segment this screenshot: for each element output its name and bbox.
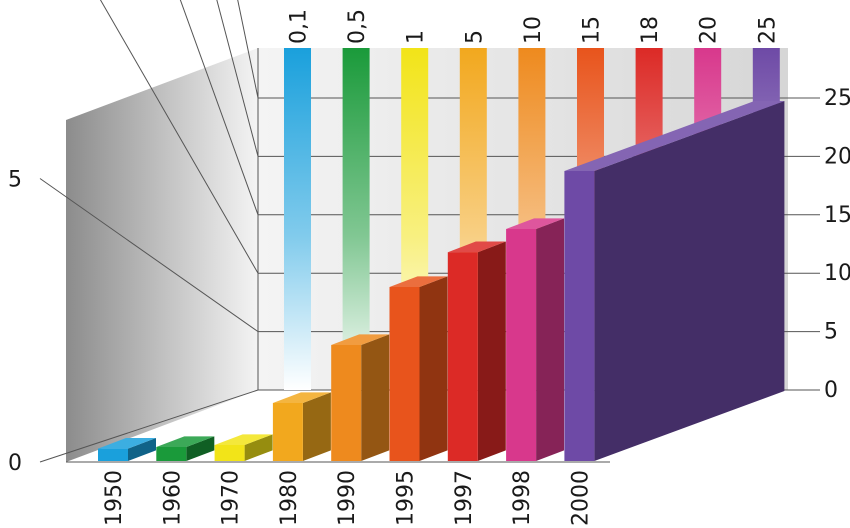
category-labels: 1950 1960 1970 1980 1990 1995 1997 1998 2000	[102, 470, 593, 526]
top-label-0,5: 0,5	[345, 9, 370, 44]
category-label-1960: 1960	[160, 470, 185, 526]
left-tick-0: 0	[8, 451, 22, 476]
bar-front-2000	[564, 171, 595, 461]
gridline-left-4	[216, 0, 259, 157]
top-label-0,1: 0,1	[287, 9, 312, 44]
bar-front-1998	[506, 229, 537, 461]
bar-top-1960	[156, 436, 215, 447]
category-label-1995: 1995	[394, 470, 419, 526]
bar-front-1960	[156, 447, 187, 461]
bar-side-1980	[302, 392, 331, 461]
right-tick-15: 15	[824, 203, 850, 228]
bar-front-1950	[98, 448, 128, 461]
bar-top-1997	[447, 241, 506, 253]
category-label-1980: 1980	[277, 470, 302, 526]
top-label-5: 5	[462, 30, 487, 44]
right-tick-25: 25	[824, 86, 850, 111]
bar-side-1950	[128, 437, 156, 461]
gridline-left-1	[39, 178, 259, 333]
top-label-20: 20	[697, 16, 722, 44]
top-label-25: 25	[755, 16, 780, 44]
bar-top-2000	[564, 101, 785, 171]
bars	[98, 101, 785, 461]
bar-1995	[389, 276, 448, 461]
left-wall	[66, 48, 258, 462]
bar-2000	[564, 101, 785, 461]
bar-top-1990	[331, 334, 390, 345]
right-axis-ticks: 0 5 10 15 20 25	[824, 86, 850, 403]
bar-1960	[156, 436, 215, 461]
top-label-1: 1	[404, 30, 429, 44]
bar-front-1990	[331, 345, 362, 461]
gridline-left-3	[179, 0, 259, 215]
category-label-1997: 1997	[452, 470, 477, 526]
bar-1990	[331, 334, 390, 461]
bar-top-1970	[214, 434, 273, 445]
category-label-1970: 1970	[219, 470, 244, 526]
bar-top-1950	[98, 437, 156, 449]
right-tick-20: 20	[824, 144, 850, 169]
bar-front-1997	[447, 252, 478, 461]
bar-side-1990	[361, 334, 390, 461]
bar-side-2000	[594, 101, 785, 461]
bar-side-1995	[419, 276, 448, 461]
right-tick-5: 5	[824, 320, 838, 345]
top-label-18: 18	[638, 16, 663, 44]
bar-1980	[272, 392, 331, 461]
top-value-labels: 0,1 0,5 1 5 10 15 18 20 25	[287, 9, 781, 44]
right-tick-0: 0	[824, 378, 838, 403]
top-label-15: 15	[580, 16, 605, 44]
gridline-left-0	[39, 389, 259, 463]
category-label-1998: 1998	[510, 470, 535, 526]
bar-top-1998	[506, 218, 565, 229]
back-strip-1960	[342, 48, 370, 390]
left-tick-5: 5	[8, 168, 22, 193]
bar-front-1970	[214, 445, 245, 461]
bar-side-1970	[244, 434, 273, 461]
bar-front-1995	[389, 287, 420, 461]
top-label-10: 10	[521, 16, 546, 44]
bar-1998	[506, 218, 565, 461]
bar-1970	[214, 434, 273, 461]
bar-top-1995	[389, 276, 448, 287]
bar-1950	[98, 437, 156, 461]
right-tick-10: 10	[824, 261, 850, 286]
bar-front-1980	[272, 403, 303, 461]
bar-side-1998	[536, 218, 565, 461]
bar-side-1997	[477, 241, 506, 461]
category-label-2000: 2000	[568, 470, 593, 526]
back-strip-1950	[284, 48, 311, 390]
category-label-1990: 1990	[335, 470, 360, 526]
bar-1997	[447, 241, 506, 461]
gridline-left-2	[99, 0, 259, 274]
bar-side-1960	[186, 436, 215, 461]
category-label-1950: 1950	[102, 470, 127, 526]
bar-top-1980	[272, 392, 331, 403]
